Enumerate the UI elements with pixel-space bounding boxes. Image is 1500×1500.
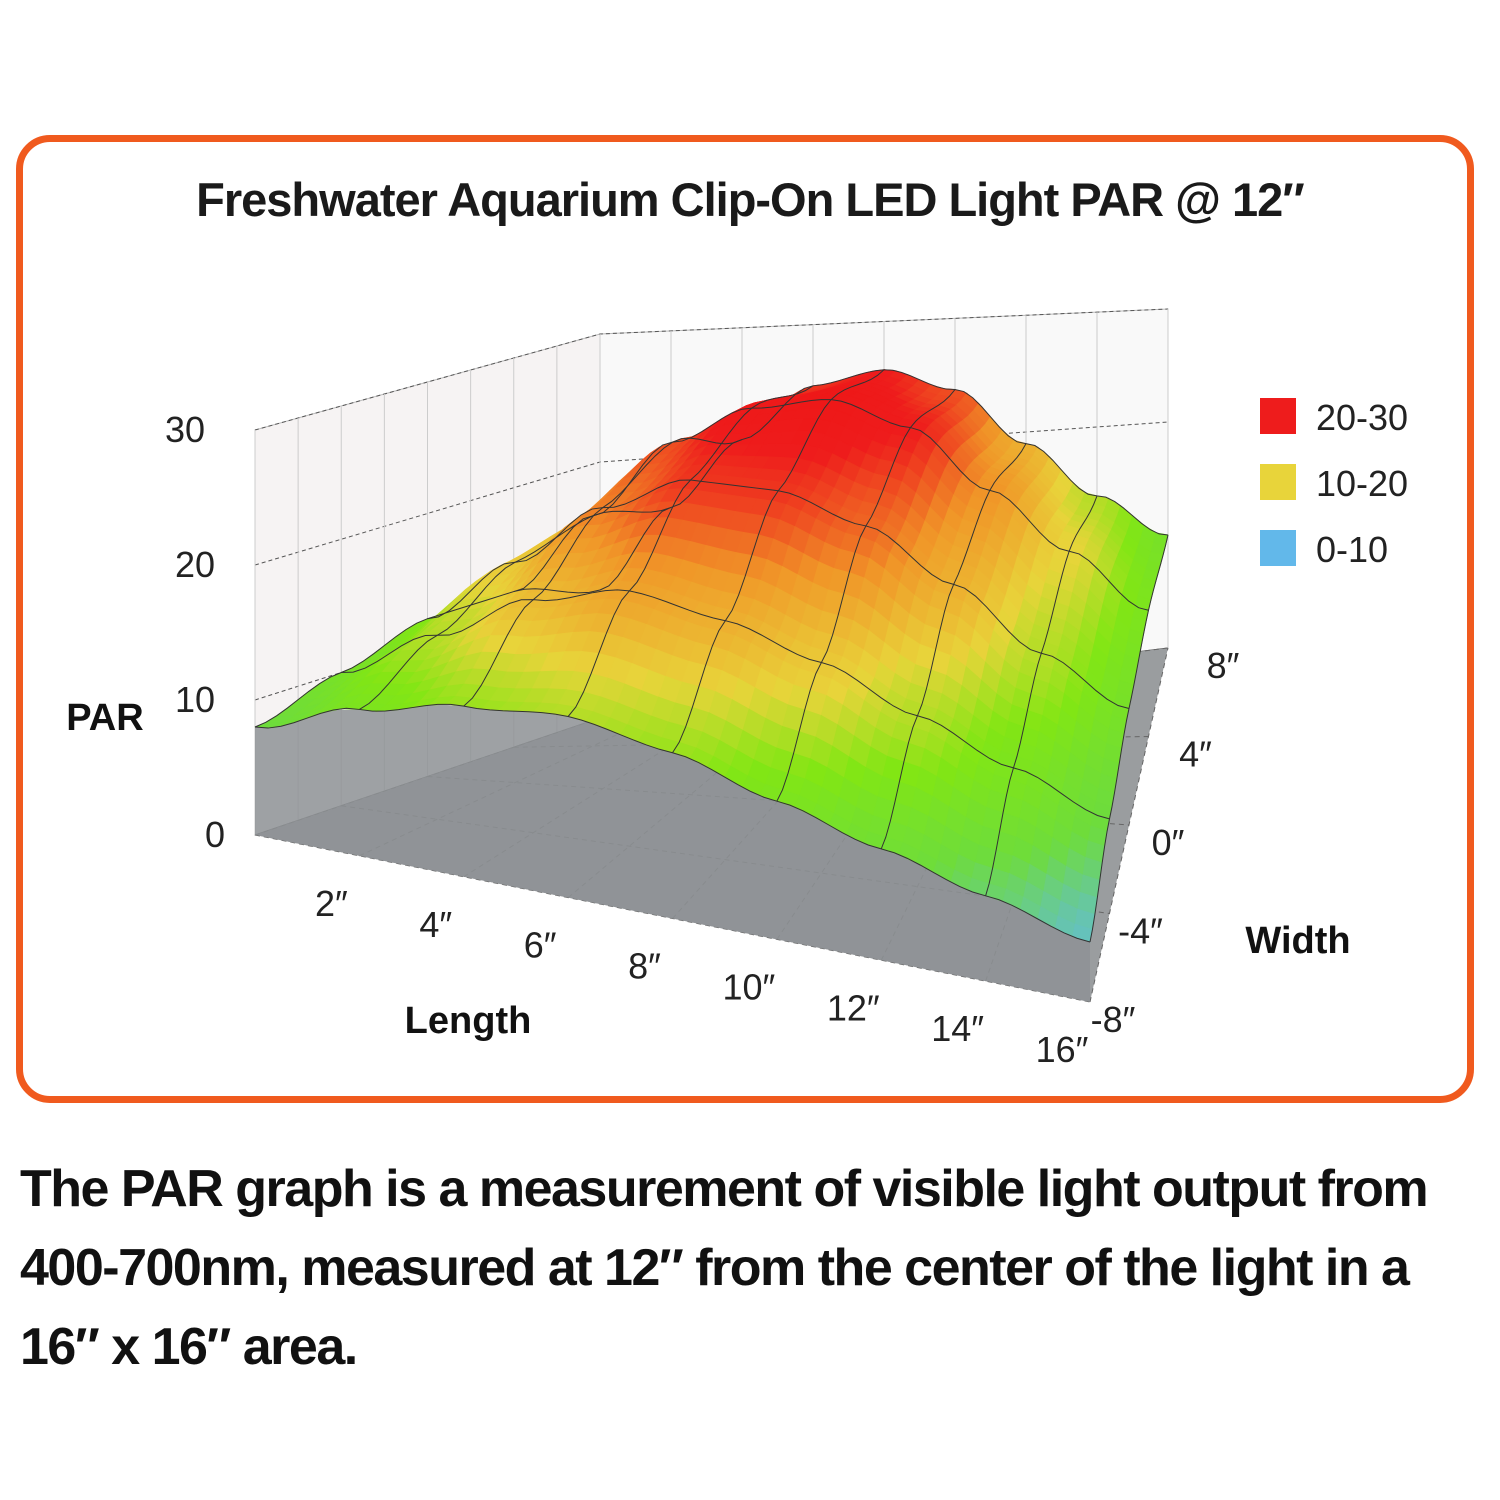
front-skirt	[255, 704, 1090, 1002]
surface-gridline	[427, 479, 1130, 709]
surface-gridline	[513, 399, 1149, 611]
legend-label: 20-30	[1316, 397, 1408, 438]
legend-swatch	[1260, 464, 1296, 500]
caption: The PAR graph is a measurement of visibl…	[20, 1160, 1429, 1376]
chart-frame	[16, 135, 1474, 1103]
y-tick-label: -4″	[1118, 911, 1163, 952]
x-tick-label: 2″	[315, 883, 348, 924]
z-tick-label: 0	[205, 814, 225, 855]
legend-label: 10-20	[1316, 463, 1408, 504]
x-tick-label: 10″	[722, 966, 775, 1007]
x-tick-label: 14″	[931, 1008, 984, 1049]
chart-title: Freshwater Aquarium Clip-On LED Light PA…	[196, 173, 1305, 226]
x-tick-label: 6″	[524, 925, 557, 966]
surface-gridline	[341, 589, 1110, 820]
legend-swatch	[1260, 398, 1296, 434]
surface-gridline	[599, 369, 1169, 591]
y-tick-label: 4″	[1179, 734, 1212, 775]
y-tick-label: -8″	[1091, 999, 1136, 1040]
z-axis-label: PAR	[66, 697, 143, 739]
y-axis-label: Width	[1245, 920, 1350, 962]
surface	[254, 369, 1169, 943]
legend-swatch	[1260, 530, 1296, 566]
z-tick-label: 20	[175, 544, 215, 585]
z-tick-label: 10	[175, 679, 215, 720]
surface-plot: 0 10 20 30 PAR 2″ 4″ 6″ 8″ 10″ 12″ 14″ 16″ Length 8″ 4″…	[66, 308, 1408, 1070]
y-tick-label: 0″	[1152, 822, 1185, 863]
x-tick-label: 12″	[827, 987, 880, 1028]
y-tick-label: 8″	[1207, 645, 1240, 686]
x-axis-label: Length	[405, 1000, 532, 1042]
x-tick-label: 8″	[628, 946, 661, 987]
surface-gridline	[254, 703, 1091, 943]
x-tick-label: 16″	[1036, 1029, 1089, 1070]
z-tick-label: 30	[165, 409, 205, 450]
x-tick-label: 4″	[419, 904, 452, 945]
legend-label: 0-10	[1316, 529, 1388, 570]
